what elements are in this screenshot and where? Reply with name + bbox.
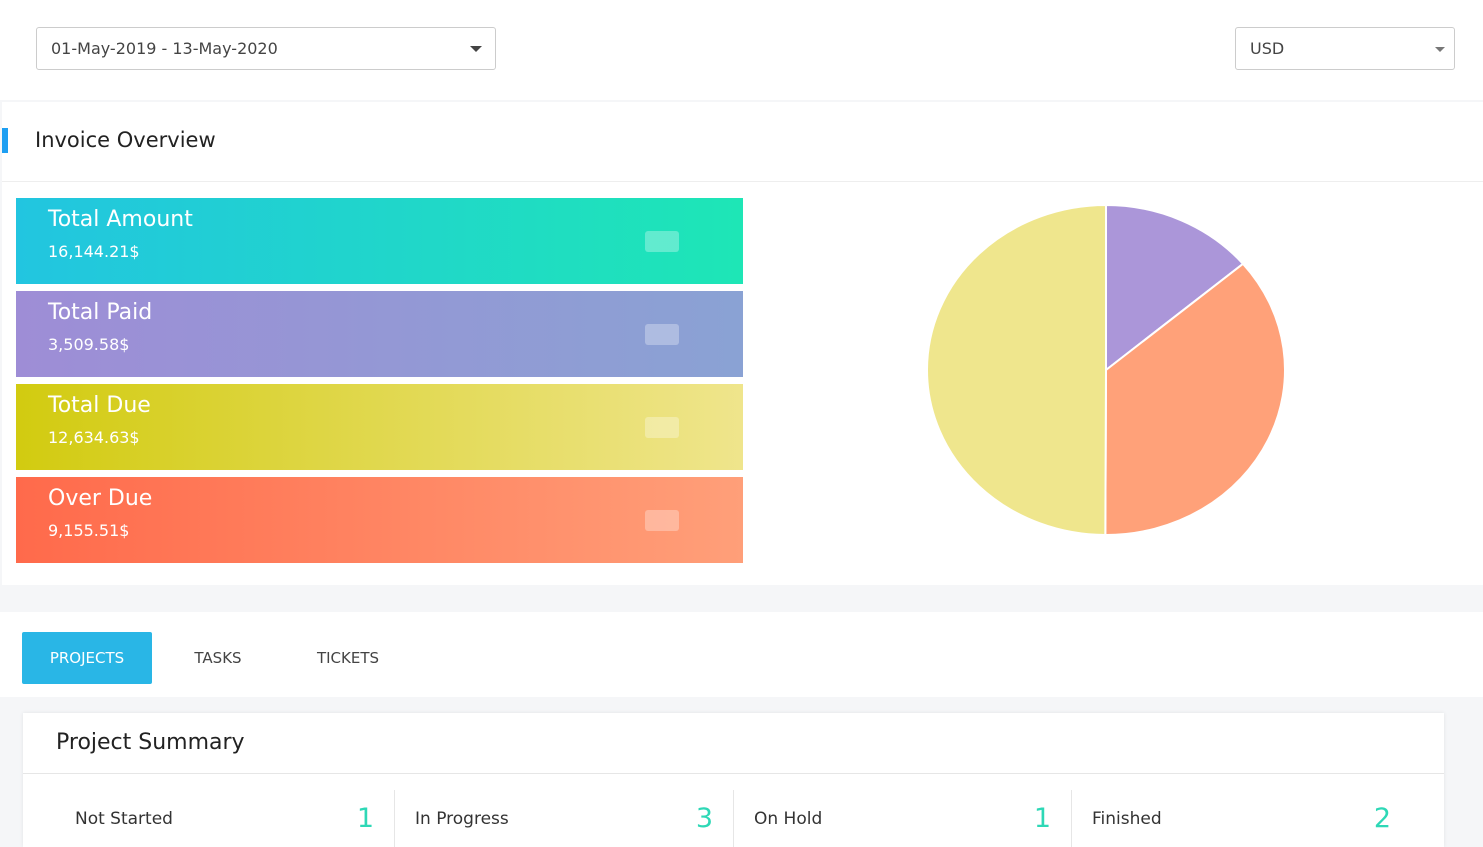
section-marker (2, 128, 8, 153)
divider (23, 773, 1444, 774)
currency-select[interactable]: USD (1235, 27, 1455, 70)
card-value: 3,509.58$ (48, 335, 130, 354)
currency: USD (1250, 39, 1285, 58)
card-value: 12,634.63$ (48, 428, 140, 447)
card: Total Due 12,634.63$ (16, 384, 743, 470)
pie-slice (1105, 203, 1245, 373)
card: Total Paid 3,509.58$ (16, 291, 743, 377)
tab[interactable]: PROJECTS (22, 632, 152, 684)
card-icon (645, 417, 679, 438)
stat: Not Started 1 (23, 790, 394, 847)
stat: In Progress 3 (394, 790, 733, 847)
card-icon (645, 231, 679, 252)
card-label: Total Due (48, 393, 151, 418)
pie-slice (926, 203, 1107, 537)
stat-count: 2 (1373, 803, 1391, 834)
section-title: Invoice Overview (35, 128, 216, 152)
card: Over Due 9,155.51$ (16, 477, 743, 563)
card-label: Over Due (48, 486, 153, 511)
tab[interactable]: TICKETS (316, 649, 380, 667)
stat-label: On Hold (754, 808, 823, 829)
card-icon (645, 324, 679, 345)
stat-label: Not Started (75, 808, 173, 829)
tab[interactable]: TASKS (194, 649, 242, 667)
date-range: 01-May-2019 - 13-May-2020 (51, 39, 278, 58)
tab-bar (0, 612, 1483, 697)
stat: Finished 2 (1071, 790, 1411, 847)
card-icon (645, 510, 679, 531)
date-range-select[interactable]: 01-May-2019 - 13-May-2020 (36, 27, 496, 70)
card-value: 16,144.21$ (48, 242, 140, 261)
summary-title: Project Summary (56, 730, 245, 755)
stat-count: 1 (1033, 803, 1051, 834)
card-value: 9,155.51$ (48, 521, 130, 540)
card-label: Total Amount (48, 207, 193, 232)
stat-count: 3 (695, 803, 713, 834)
divider (2, 181, 1483, 182)
stat: On Hold 1 (733, 790, 1071, 847)
pie-chart (926, 203, 1286, 537)
pie-slice (1104, 262, 1286, 536)
stat-label: In Progress (415, 808, 509, 829)
card: Total Amount 16,144.21$ (16, 198, 743, 284)
stat-label: Finished (1092, 808, 1162, 829)
card-label: Total Paid (48, 300, 153, 325)
stat-count: 1 (356, 803, 374, 834)
